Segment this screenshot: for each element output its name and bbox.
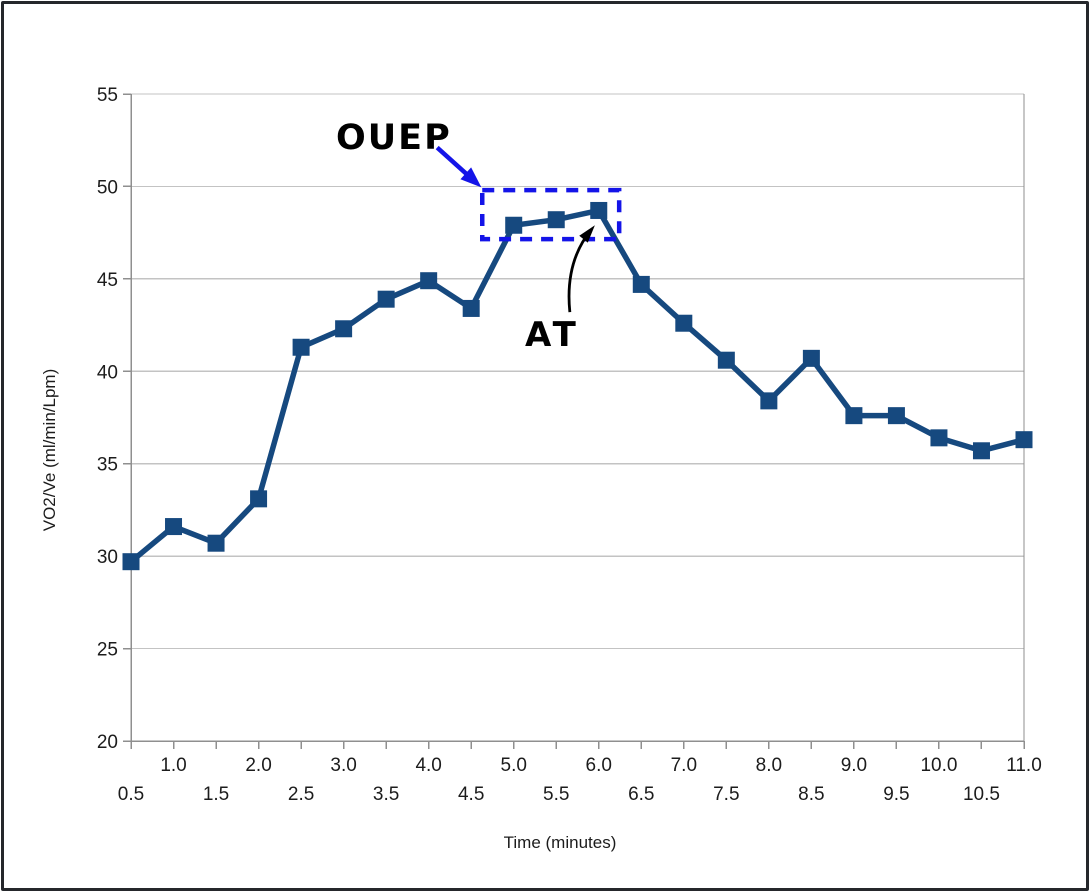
x-tick-label: 11.0 [1006, 755, 1042, 776]
y-tick-label: 45 [97, 270, 118, 291]
data-point-marker [165, 518, 183, 536]
x-tick-label: 3.0 [330, 755, 356, 776]
x-axis-title: Time (minutes) [503, 833, 617, 852]
data-point-marker [590, 201, 608, 219]
data-point-marker [1015, 431, 1033, 449]
data-point-marker [802, 349, 820, 367]
data-point-marker [122, 553, 140, 571]
data-point-marker [462, 299, 480, 317]
x-tick-label: 1.0 [160, 755, 186, 776]
data-point-marker [207, 534, 225, 552]
x-tick-label: 10.5 [963, 784, 1000, 805]
x-tick-label: 9.0 [841, 755, 867, 776]
x-tick-label: 3.5 [373, 784, 399, 805]
data-point-marker [547, 211, 565, 229]
y-tick-label: 20 [97, 732, 118, 753]
x-tick-label: 2.5 [288, 784, 314, 805]
y-tick-label: 50 [97, 177, 118, 198]
x-tick-label: 5.5 [543, 784, 569, 805]
y-tick-label: 25 [97, 640, 118, 661]
data-point-marker [292, 338, 310, 356]
y-tick-label: 55 [97, 85, 118, 106]
data-point-marker [420, 272, 438, 290]
y-tick-label: 35 [97, 455, 118, 476]
data-point-marker [887, 407, 905, 425]
data-point-marker [377, 290, 395, 308]
x-tick-label: 7.5 [713, 784, 739, 805]
x-tick-label: 9.5 [883, 784, 909, 805]
data-point-marker [760, 392, 778, 410]
y-tick-label: 30 [97, 547, 118, 568]
data-point-marker [675, 314, 693, 332]
at-annotation-label: AT [525, 315, 580, 355]
data-point-marker [717, 351, 735, 369]
data-point-marker [505, 216, 523, 234]
ouep-annotation-label: OUEP [336, 118, 452, 158]
ouep-dashed-box [479, 187, 622, 242]
x-tick-label: 10.0 [920, 755, 957, 776]
data-point-marker [930, 429, 948, 447]
data-point-marker [250, 490, 268, 508]
series-line [129, 207, 1025, 564]
x-tick-label: 6.0 [586, 755, 612, 776]
data-point-marker [335, 320, 353, 338]
data-point-marker [632, 275, 650, 293]
x-tick-label: 1.5 [203, 784, 229, 805]
y-axis-title: VO2/Ve (ml/min/Lpm) [40, 368, 59, 532]
x-tick-label: 8.0 [756, 755, 782, 776]
x-tick-label: 2.0 [245, 755, 271, 776]
x-tick-label: 4.0 [415, 755, 441, 776]
x-tick-label: 5.0 [501, 755, 527, 776]
ouep-arrowhead [460, 167, 482, 188]
x-tick-label: 4.5 [458, 784, 484, 805]
at-arrowhead [579, 225, 595, 243]
x-tick-label: 8.5 [798, 784, 824, 805]
data-point-marker [972, 442, 990, 460]
x-tick-label: 6.5 [628, 784, 654, 805]
data-point-marker [845, 407, 863, 425]
x-tick-label: 7.0 [671, 755, 697, 776]
y-tick-label: 40 [97, 362, 118, 383]
x-tick-label: 0.5 [118, 784, 144, 805]
